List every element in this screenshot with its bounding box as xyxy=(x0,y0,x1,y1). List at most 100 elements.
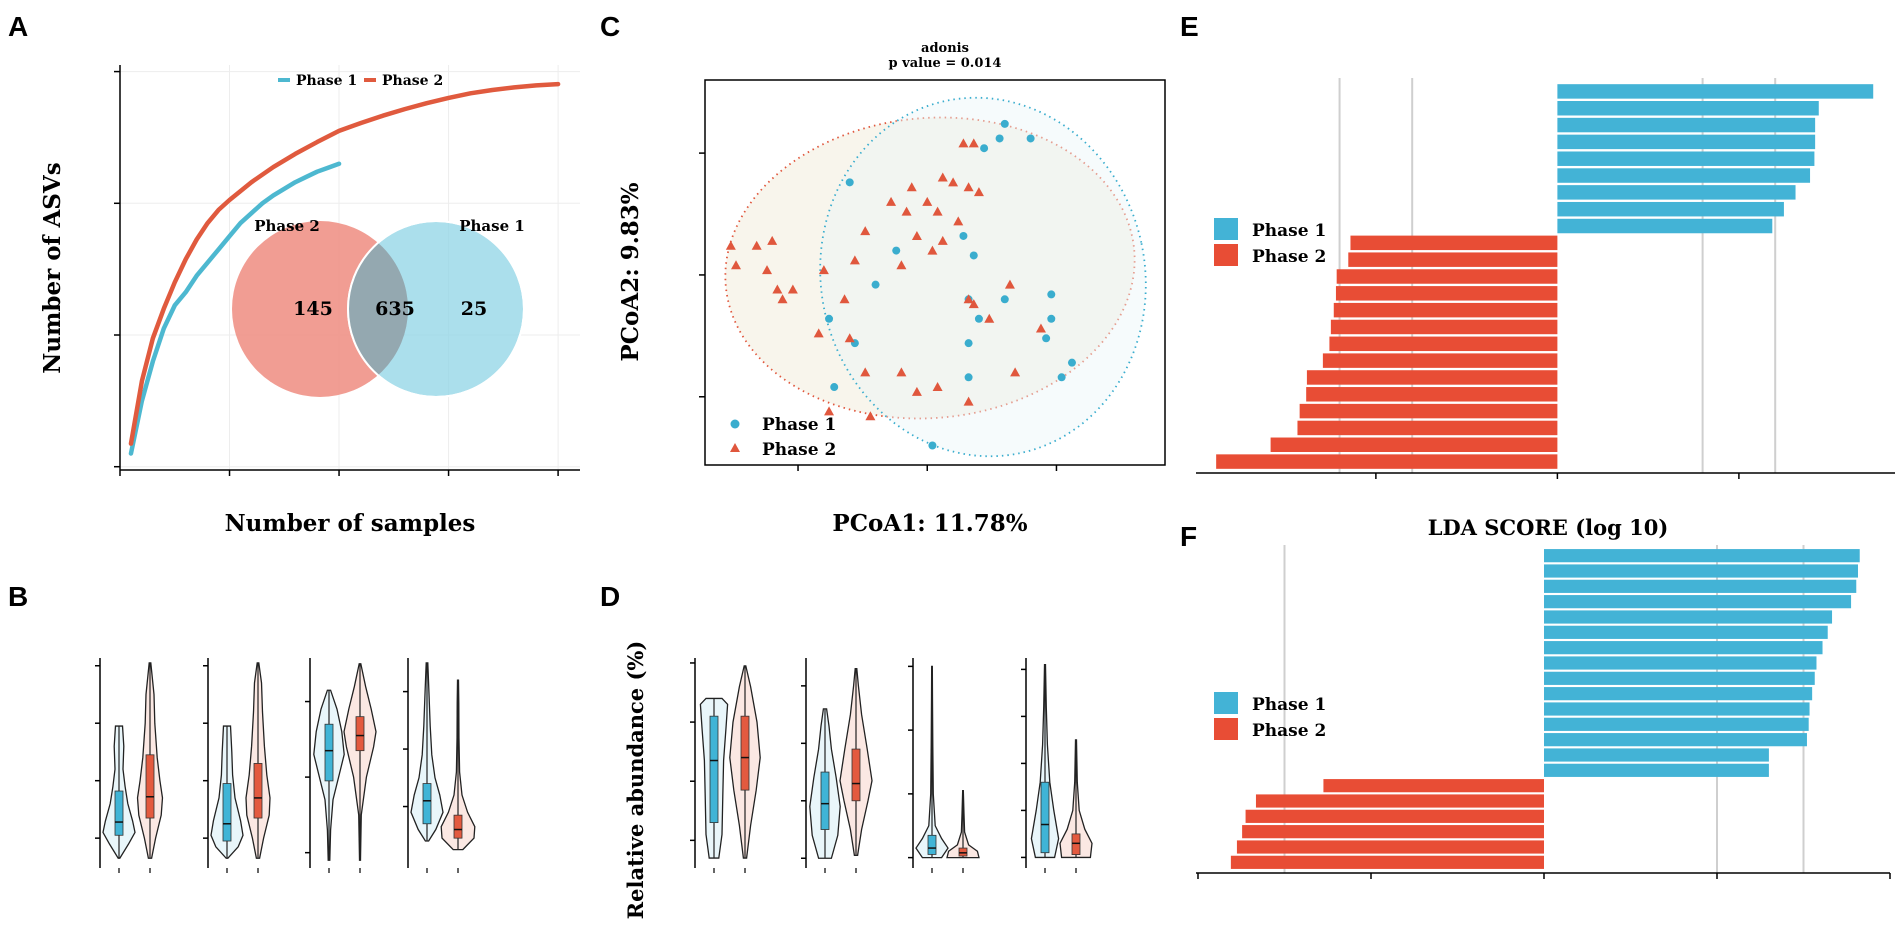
violin-box xyxy=(1040,781,1050,854)
legend-a: Phase 1 Phase 2 xyxy=(278,73,443,89)
panel-label-d: D xyxy=(600,581,620,612)
point-phase2 xyxy=(958,138,969,148)
lda-bar-phase1 xyxy=(1544,641,1823,655)
legend-e: Phase 1 Phase 2 xyxy=(1214,218,1326,267)
lda-bar-phase1 xyxy=(1557,134,1816,150)
legend-swatch-phase2-e xyxy=(1214,244,1238,266)
point-phase1 xyxy=(959,231,968,240)
point-phase2 xyxy=(953,216,964,226)
venn-diagram: Phase 2 Phase 1 145 635 25 xyxy=(232,217,525,398)
lda-bar-phase2 xyxy=(1255,794,1544,808)
point-phase1 xyxy=(964,339,973,348)
violin-plots-b xyxy=(95,658,476,873)
legend-swatch-phase1-e xyxy=(1214,218,1238,240)
lda-bar-phase2 xyxy=(1323,779,1544,793)
violin-box xyxy=(422,783,432,825)
lda-bar-phase1 xyxy=(1544,687,1813,701)
point-phase1 xyxy=(1042,334,1051,343)
venn-overlap-count: 635 xyxy=(375,298,415,320)
y-axis-label-c: PCoA2: 9.83% xyxy=(617,182,644,361)
point-phase2 xyxy=(963,182,974,192)
point-phase1 xyxy=(980,144,989,153)
lda-bar-phase2 xyxy=(1230,855,1544,869)
point-phase1 xyxy=(1026,134,1035,143)
point-phase2 xyxy=(731,260,742,270)
lda-bar-phase1 xyxy=(1544,733,1807,747)
lda-bar-phase2 xyxy=(1216,454,1558,469)
point-phase2 xyxy=(922,196,933,206)
venn-right-label: Phase 1 xyxy=(459,217,525,235)
legend-label-phase1-a: Phase 1 xyxy=(296,73,357,89)
x-axis-label-a: Number of samples xyxy=(225,510,476,537)
point-phase2 xyxy=(818,265,829,275)
lda-bar-phase1 xyxy=(1544,595,1852,609)
point-phase2 xyxy=(937,172,948,182)
lda-bar-phase1 xyxy=(1544,717,1809,731)
lda-bar-phase2 xyxy=(1306,387,1558,402)
point-phase2 xyxy=(901,206,912,216)
violin-box xyxy=(740,715,750,791)
lda-bar-phase1 xyxy=(1544,763,1769,777)
panel-a: A Phase 1 Phase 2 Phase 2 Phase 1 145 63… xyxy=(8,11,580,537)
point-phase2 xyxy=(762,265,773,275)
violin-box xyxy=(114,790,124,836)
lda-bar-phase1 xyxy=(1544,702,1810,716)
point-phase2 xyxy=(911,230,922,240)
point-phase1 xyxy=(871,280,880,289)
lda-bar-phase1 xyxy=(1544,610,1833,624)
point-phase2 xyxy=(896,260,907,270)
point-phase1 xyxy=(825,314,834,323)
point-phase2 xyxy=(849,255,860,265)
point-phase2 xyxy=(767,235,778,245)
point-phase2 xyxy=(777,294,788,304)
lda-bar-phase2 xyxy=(1335,286,1558,301)
venn-overlap xyxy=(348,221,408,397)
legend-label-phase1-e: Phase 1 xyxy=(1252,221,1326,241)
ellipse-phase1 xyxy=(819,96,1147,458)
point-phase1 xyxy=(892,246,901,255)
legend-c: Phase 1 Phase 2 xyxy=(730,415,836,460)
point-phase2 xyxy=(906,182,917,192)
point-phase2 xyxy=(932,206,943,216)
point-phase2 xyxy=(751,240,762,250)
point-phase2 xyxy=(886,196,897,206)
venn-left-count: 145 xyxy=(293,298,333,320)
title-c: adonis xyxy=(921,41,969,56)
point-phase1 xyxy=(830,383,839,392)
point-phase2 xyxy=(948,177,959,187)
point-phase2 xyxy=(813,328,824,338)
point-phase1 xyxy=(1047,290,1056,299)
panel-e: E Phase 1 Phase 2 LDA SCORE (log 10) xyxy=(1180,11,1895,540)
lda-bar-phase1 xyxy=(1557,218,1773,234)
point-phase1 xyxy=(969,251,978,260)
legend-label-phase2-c: Phase 2 xyxy=(762,440,836,460)
point-phase2 xyxy=(932,382,943,392)
lda-bar-phase2 xyxy=(1245,809,1544,823)
series-lines-a xyxy=(128,81,561,456)
violin-box xyxy=(145,754,155,819)
panel-c: C adonis p value = 0.014 Phase 1 Phase 2… xyxy=(600,11,1166,537)
lda-bar-phase2 xyxy=(1350,235,1558,251)
subtitle-c: p value = 0.014 xyxy=(889,56,1002,71)
point-phase1 xyxy=(1047,314,1056,323)
ticks-a xyxy=(114,70,559,476)
panel-label-a: A xyxy=(8,11,28,42)
lda-bar-phase1 xyxy=(1557,185,1796,200)
violin-box xyxy=(851,748,861,802)
point-phase1 xyxy=(845,178,854,187)
lda-bar-phase1 xyxy=(1557,201,1784,217)
violin-box xyxy=(324,723,334,782)
point-phase1 xyxy=(1057,373,1066,382)
panel-b: B xyxy=(8,581,476,873)
violin-box xyxy=(927,834,937,855)
legend-label-phase2-e: Phase 2 xyxy=(1252,247,1326,267)
lda-bar-phase1 xyxy=(1557,117,1816,133)
point-phase1 xyxy=(964,373,973,382)
lda-bar-phase2 xyxy=(1236,840,1544,854)
violin-box xyxy=(958,847,968,857)
point-phase2 xyxy=(968,138,979,148)
point-phase2 xyxy=(968,299,979,309)
panel-label-e: E xyxy=(1180,11,1199,42)
panel-label-b: B xyxy=(8,581,28,612)
